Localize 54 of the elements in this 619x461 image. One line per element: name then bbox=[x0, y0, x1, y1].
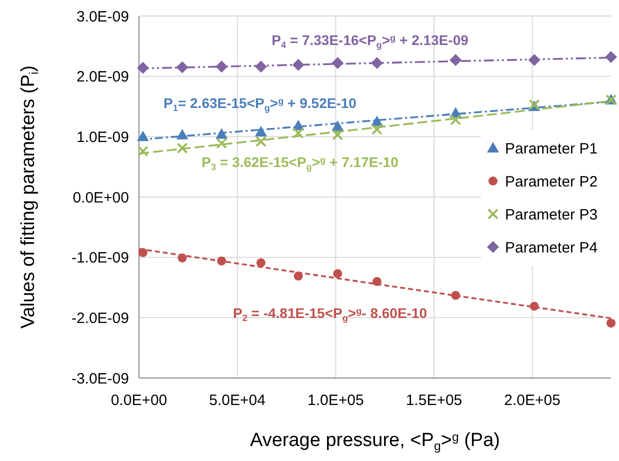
annotation: P$_{3}$ = 3.62E-15<P$_{g}$>$^{g}$ + 7.17E-10 bbox=[202, 154, 399, 172]
annotation: P$_{4}$ = 7.33E-16<P$_{g}$>$^{g}$ + 2.13E-09 bbox=[272, 32, 469, 50]
point bbox=[333, 269, 342, 278]
y-tick-label: 3.0E-09 bbox=[76, 8, 129, 26]
point bbox=[136, 62, 149, 74]
point bbox=[450, 114, 462, 126]
point bbox=[176, 128, 188, 140]
legend-label: Parameter P3 bbox=[505, 206, 598, 224]
x-axis-title: Average pressure, <P$_{g}$>$^{g}$ (Pa) bbox=[250, 430, 500, 453]
point bbox=[216, 128, 228, 139]
point bbox=[176, 61, 188, 74]
annotation: P$_{2}$ = -4.81E-15<P$_{g}$>$^{g}$- 8.60E-10 bbox=[232, 304, 428, 323]
point bbox=[137, 146, 148, 157]
annotation: P$_{1}$= 2.63E-15<P$_{g}$>$^{g}$ + 9.52E-10 bbox=[164, 94, 357, 113]
x-tick-label: 0.0E+00 bbox=[110, 392, 168, 409]
legend-label: Parameter P4 bbox=[505, 239, 598, 256]
point bbox=[216, 138, 228, 149]
point bbox=[292, 128, 304, 139]
x-tick-label: 5.0E+04 bbox=[209, 392, 266, 409]
point bbox=[450, 54, 462, 66]
y-tick-label: -3.0E-09 bbox=[71, 370, 129, 388]
point bbox=[606, 318, 616, 328]
y-tick-label: 2.0E-09 bbox=[76, 68, 129, 86]
point bbox=[605, 51, 617, 64]
point bbox=[254, 126, 267, 136]
legend-label: Parameter P2 bbox=[505, 173, 598, 190]
point bbox=[176, 142, 188, 154]
point bbox=[216, 60, 228, 73]
y-tick-label: 0.0E+00 bbox=[72, 189, 129, 206]
point bbox=[332, 57, 344, 70]
point bbox=[371, 124, 382, 135]
legend-label: Parameter P1 bbox=[505, 140, 598, 158]
point bbox=[370, 57, 383, 70]
point bbox=[332, 120, 344, 131]
x-tick-label: 1.5E+05 bbox=[406, 392, 462, 409]
point bbox=[530, 302, 539, 311]
point bbox=[178, 253, 187, 262]
point bbox=[332, 129, 344, 140]
point bbox=[451, 290, 460, 300]
x-tick-label: 2.0E+05 bbox=[504, 392, 560, 409]
y-tick-label: -2.0E-09 bbox=[71, 310, 129, 327]
y-tick-label: 1.0E-09 bbox=[76, 128, 129, 146]
point bbox=[372, 276, 382, 286]
y-tick-label: -1.0E-09 bbox=[71, 250, 129, 267]
point bbox=[528, 54, 540, 66]
x-tick-label: 1.0E+05 bbox=[308, 392, 364, 409]
point bbox=[294, 272, 303, 281]
point bbox=[138, 248, 148, 258]
point bbox=[217, 256, 226, 266]
point bbox=[292, 58, 304, 71]
point bbox=[136, 130, 149, 142]
point bbox=[254, 60, 267, 73]
point bbox=[255, 136, 266, 147]
point bbox=[256, 258, 266, 268]
